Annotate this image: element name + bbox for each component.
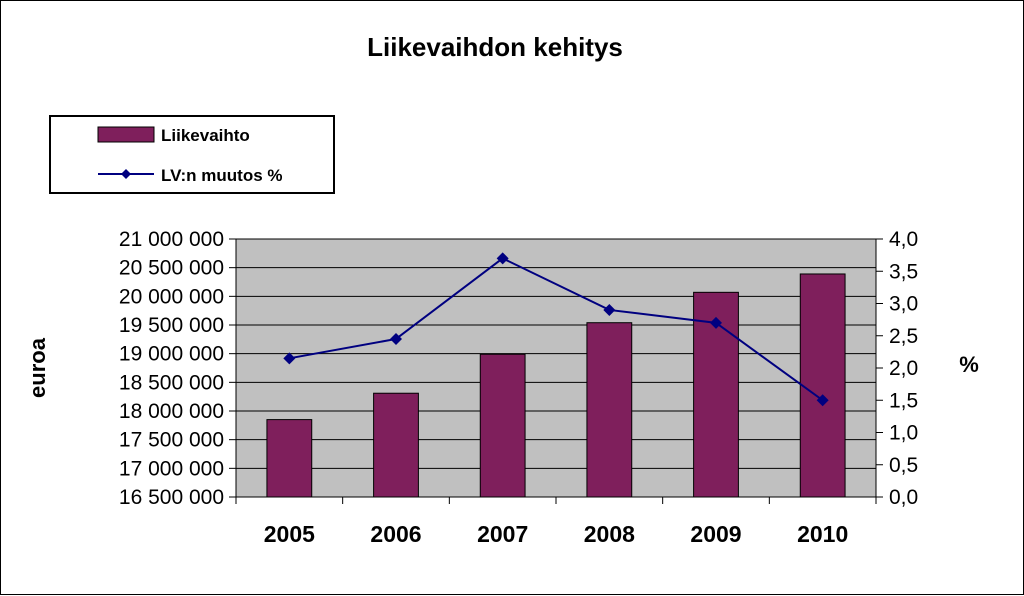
- data-point: [710, 316, 722, 329]
- x-tick-label: 2007: [477, 521, 528, 547]
- y-right-tick-label: 3,5: [889, 260, 918, 283]
- y-right-tick-label: 1,0: [889, 422, 918, 445]
- bar: [479, 353, 526, 498]
- data-point: [603, 303, 616, 316]
- legend-label-line: LV:n muutos %: [161, 166, 283, 185]
- y-tick-label: 20 500 000: [119, 257, 224, 280]
- plot-area: [235, 238, 877, 498]
- legend-label-bar: Liikevaihto: [161, 126, 250, 145]
- line-series: [283, 252, 829, 407]
- legend-box: [49, 115, 335, 194]
- y-axis-label-right: %: [959, 352, 979, 377]
- x-tick-label: 2010: [797, 521, 848, 547]
- legend-swatch-marker: [121, 169, 131, 179]
- y-right-tick-label: 2,5: [889, 325, 918, 348]
- bar: [586, 322, 633, 498]
- x-tick-label: 2008: [584, 521, 635, 547]
- left-axis: 21 000 000 20 500 000 20 000 000 19 500 000…: [119, 228, 236, 509]
- y-tick-label: 18 000 000: [119, 400, 224, 423]
- y-tick-label: 19 000 000: [119, 343, 224, 366]
- x-axis: 2005 2006 2007 2008 2009 2010: [235, 497, 877, 547]
- y-tick-label: 19 500 000: [119, 314, 224, 337]
- y-tick-label: 21 000 000: [119, 228, 224, 251]
- y-tick-label: 17 500 000: [119, 429, 224, 452]
- y-axis-label: euroa: [25, 337, 50, 398]
- data-point: [816, 394, 829, 407]
- y-right-tick-label: 3,0: [889, 293, 918, 316]
- data-point: [390, 332, 402, 345]
- y-tick-label: 17 000 000: [119, 457, 224, 480]
- series-line: [289, 257, 824, 402]
- chart-title: Liikevaihdon kehitys: [367, 32, 623, 62]
- y-right-tick-label: 0,0: [889, 486, 918, 509]
- x-tick-label: 2006: [370, 521, 421, 547]
- y-tick-label: 18 500 000: [119, 371, 224, 394]
- data-point: [496, 252, 509, 265]
- y-right-tick-label: 4,0: [889, 228, 918, 251]
- gridlines: [236, 267, 876, 469]
- bar: [373, 392, 419, 498]
- legend-swatch-bar: [97, 126, 155, 143]
- y-tick-label: 16 500 000: [119, 486, 224, 509]
- y-right-tick-label: 0,5: [889, 454, 918, 477]
- x-tick-label: 2005: [264, 521, 315, 547]
- y-tick-label: 20 000 000: [119, 285, 224, 308]
- bar: [266, 419, 313, 498]
- right-axis: 4,0 3,5 3,0 2,5 2,0 1,5 1,0 0,5 0,0: [876, 228, 918, 509]
- x-tick-label: 2009: [690, 521, 741, 547]
- bar: [799, 273, 846, 498]
- legend: Liikevaihto LV:n muutos %: [49, 115, 335, 194]
- data-point: [283, 352, 296, 365]
- bars: [266, 273, 846, 498]
- y-right-tick-label: 2,0: [889, 357, 918, 380]
- y-right-tick-label: 1,5: [889, 389, 918, 412]
